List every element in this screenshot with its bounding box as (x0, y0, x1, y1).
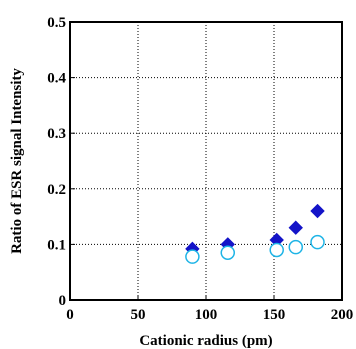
data-point-circle (288, 239, 304, 255)
y-tick-label: 0 (59, 293, 67, 309)
y-tick-label: 0.2 (47, 182, 66, 198)
x-axis-label: Cationic radius (pm) (139, 333, 272, 349)
y-tick-label: 0.3 (47, 126, 66, 142)
y-tick-label: 0.5 (47, 15, 66, 31)
axis-ticks: 0 50 100 150 200 0 0.1 0.2 0.3 0.4 0.5 (47, 15, 353, 323)
data-point-circle (220, 245, 236, 260)
y-tick-label: 0.1 (47, 237, 66, 253)
y-tick-label: 0.4 (47, 71, 66, 87)
data-points (185, 203, 325, 264)
grid (70, 22, 342, 300)
x-tick-label: 50 (131, 307, 146, 323)
x-tick-label: 100 (195, 307, 218, 323)
x-tick-label: 150 (263, 307, 286, 323)
data-point-diamond (310, 203, 325, 219)
x-tick-label: 200 (331, 307, 354, 323)
data-point-circle (310, 234, 325, 250)
data-point-diamond (288, 220, 303, 235)
data-point-circle (269, 242, 284, 258)
data-point-circle (185, 249, 200, 264)
y-axis-label: Ratio of ESR signal Intensity (9, 68, 25, 254)
x-tick-label: 0 (66, 307, 74, 323)
